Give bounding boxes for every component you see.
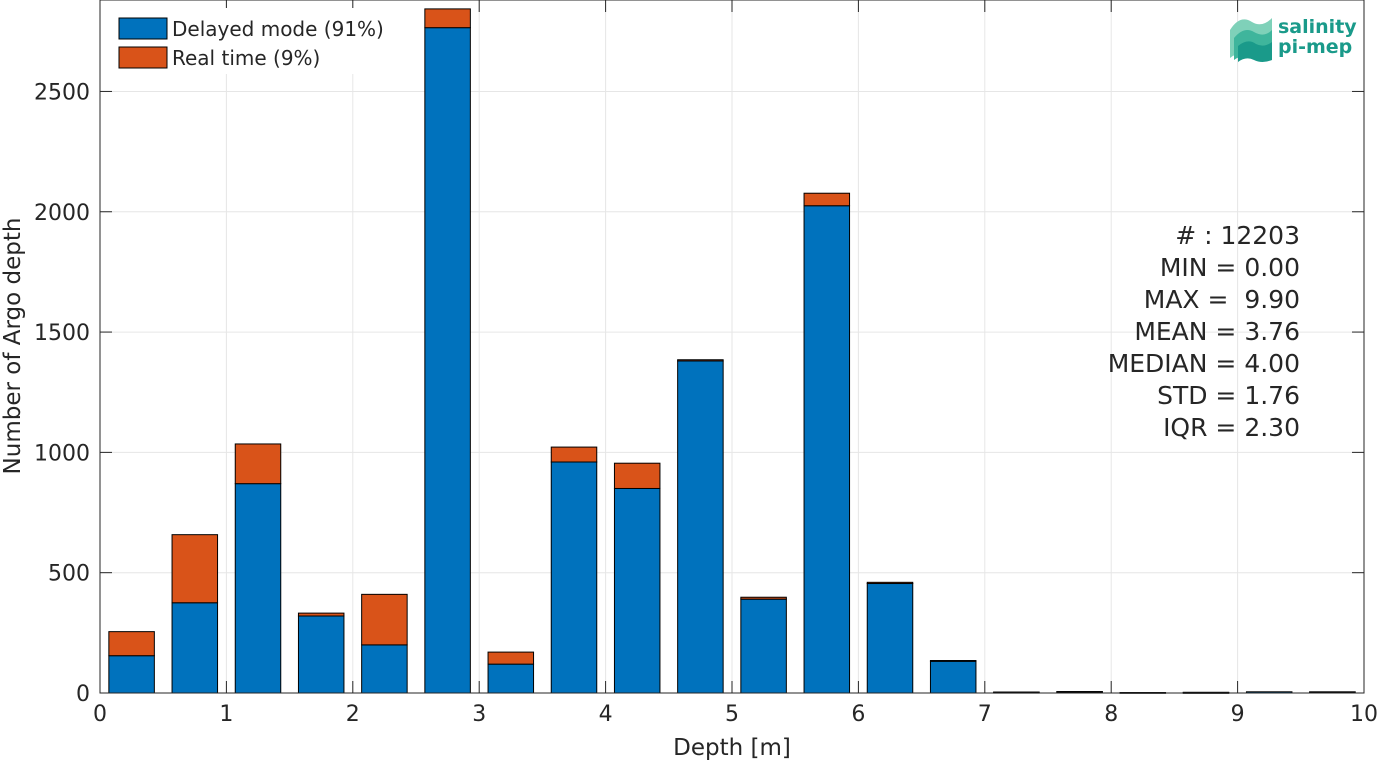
bar-real-time (677, 359, 724, 362)
x-axis-label: Depth [m] (673, 735, 791, 761)
bar-series (108, 8, 1356, 694)
bar-real-time (361, 593, 408, 646)
bar-delayed-mode (613, 487, 661, 694)
bar-real-time (550, 446, 598, 463)
stats-iqr: IQR = 2.30 (1163, 413, 1300, 442)
legend-label-real-time: Real time (9%) (172, 46, 320, 70)
bar-delayed-mode (677, 360, 724, 694)
bar-delayed-mode (740, 598, 787, 694)
x-tick-label: 10 (1350, 702, 1378, 727)
bar-real-time (1309, 691, 1356, 694)
x-tick-label: 0 (93, 702, 107, 727)
y-tick-labels: 0 500 1000 1500 2000 2500 (34, 80, 90, 707)
stats-min: MIN = 0.00 (1160, 253, 1300, 282)
legend-swatch-delayed-mode (118, 17, 168, 40)
logo-text-pimep: pi-mep (1278, 36, 1352, 58)
bar-delayed-mode (550, 461, 598, 694)
salinity-wave-logo-icon (1230, 18, 1272, 62)
bar-real-time (803, 192, 851, 207)
bar-real-time (108, 631, 155, 657)
bar-real-time (1056, 691, 1103, 693)
x-tick-label: 7 (978, 702, 992, 727)
bar-real-time (297, 612, 345, 617)
bar-delayed-mode (108, 655, 155, 694)
y-tick-label: 1000 (34, 441, 90, 466)
bar-real-time (613, 462, 661, 489)
logo-text-salinity: salinity (1278, 16, 1357, 38)
bar-delayed-mode (929, 660, 977, 694)
bar-real-time (171, 534, 219, 604)
stats-std: STD = 1.76 (1157, 381, 1300, 410)
y-tick-label: 0 (76, 682, 90, 707)
stats-mean: MEAN = 3.76 (1134, 317, 1300, 346)
x-tick-labels: 0 1 2 3 4 5 6 7 8 9 10 (93, 702, 1378, 727)
stats-count: # : 12203 (1175, 221, 1300, 250)
bar-real-time (740, 596, 787, 600)
salinity-pimep-logo: salinity pi-mep (1230, 16, 1357, 62)
stats-median: MEDIAN = 4.00 (1108, 349, 1300, 378)
bar-real-time (424, 8, 471, 29)
bar-real-time (929, 660, 977, 662)
y-tick-label: 2500 (34, 80, 90, 105)
y-tick-label: 2000 (34, 201, 90, 226)
bar-delayed-mode (297, 615, 345, 694)
y-tick-label: 500 (48, 562, 90, 587)
bar-real-time (234, 443, 282, 485)
x-tick-label: 4 (599, 702, 613, 727)
y-tick-label: 1500 (34, 321, 90, 346)
axis-ticks (99, 0, 1365, 694)
x-tick-label: 8 (1104, 702, 1118, 727)
bar-delayed-mode (171, 602, 219, 694)
stats-max: MAX = 9.90 (1144, 285, 1300, 314)
x-tick-label: 5 (725, 702, 739, 727)
bar-delayed-mode (487, 663, 535, 694)
grid-lines (100, 0, 1364, 693)
bar-delayed-mode (803, 205, 851, 694)
x-tick-label: 3 (472, 702, 486, 727)
bar-real-time (866, 581, 914, 585)
bar-delayed-mode (424, 27, 471, 694)
x-tick-label: 6 (851, 702, 865, 727)
x-tick-label: 9 (1231, 702, 1245, 727)
legend: Delayed mode (91%) Real time (9%) (107, 8, 407, 74)
stats-box: # : 12203 MIN = 0.00 MAX = 9.90 MEAN = 3… (1108, 221, 1300, 442)
bar-real-time (487, 651, 535, 665)
bar-delayed-mode (361, 644, 408, 694)
bar-delayed-mode (866, 583, 914, 694)
legend-swatch-real-time (118, 46, 168, 69)
legend-label-delayed-mode: Delayed mode (91%) (172, 17, 384, 41)
y-axis-label: Number of Argo depth (0, 218, 26, 475)
x-tick-label: 2 (346, 702, 360, 727)
bar-delayed-mode (234, 483, 282, 694)
x-tick-label: 1 (219, 702, 233, 727)
